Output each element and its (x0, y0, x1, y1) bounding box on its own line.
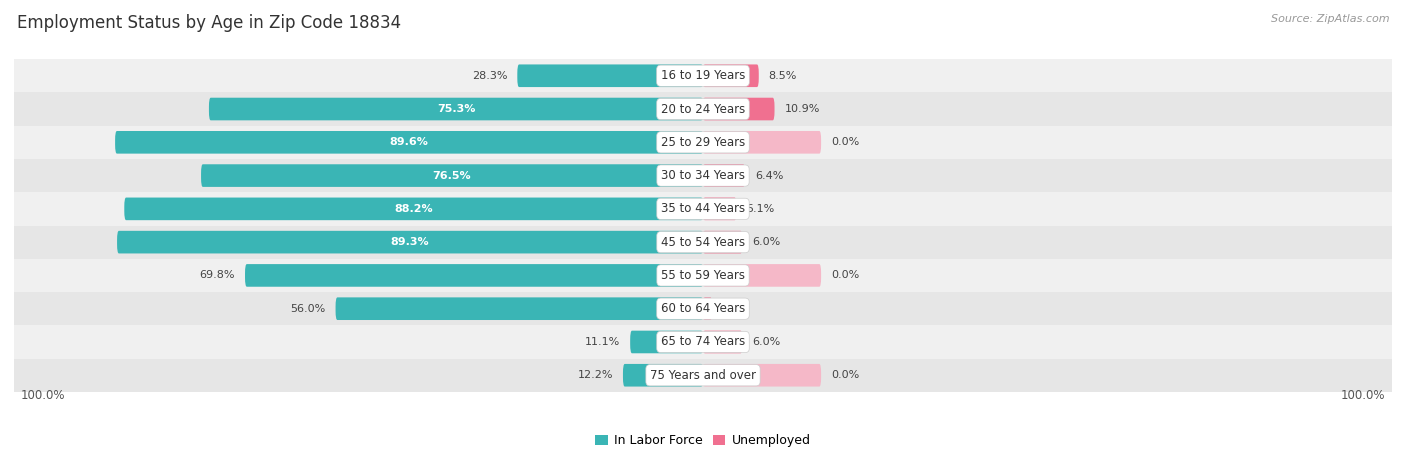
FancyBboxPatch shape (124, 198, 703, 220)
Bar (14, 59, 1392, 92)
Text: 20 to 24 Years: 20 to 24 Years (661, 102, 745, 115)
Bar (14, 259, 1392, 292)
Text: 12.2%: 12.2% (578, 370, 613, 380)
Text: 28.3%: 28.3% (472, 71, 508, 81)
Text: 65 to 74 Years: 65 to 74 Years (661, 336, 745, 349)
FancyBboxPatch shape (703, 64, 759, 87)
Bar (14, 126, 1392, 159)
Text: 10.9%: 10.9% (785, 104, 820, 114)
Bar (14, 92, 1392, 126)
Text: 0.0%: 0.0% (831, 370, 859, 380)
Text: 45 to 54 Years: 45 to 54 Years (661, 235, 745, 249)
FancyBboxPatch shape (703, 331, 742, 353)
Text: 60 to 64 Years: 60 to 64 Years (661, 302, 745, 315)
Text: 100.0%: 100.0% (1341, 389, 1385, 402)
Text: Employment Status by Age in Zip Code 18834: Employment Status by Age in Zip Code 188… (17, 14, 401, 32)
FancyBboxPatch shape (209, 98, 703, 120)
FancyBboxPatch shape (703, 364, 821, 387)
FancyBboxPatch shape (703, 131, 821, 154)
Text: Source: ZipAtlas.com: Source: ZipAtlas.com (1271, 14, 1389, 23)
Text: 69.8%: 69.8% (200, 271, 235, 281)
Text: 1.4%: 1.4% (723, 304, 751, 314)
FancyBboxPatch shape (336, 297, 703, 320)
FancyBboxPatch shape (703, 297, 713, 320)
Text: 30 to 34 Years: 30 to 34 Years (661, 169, 745, 182)
Text: 25 to 29 Years: 25 to 29 Years (661, 136, 745, 149)
Text: 5.1%: 5.1% (747, 204, 775, 214)
Text: 75.3%: 75.3% (437, 104, 475, 114)
Text: 89.6%: 89.6% (389, 137, 429, 147)
FancyBboxPatch shape (703, 198, 737, 220)
FancyBboxPatch shape (703, 164, 745, 187)
Text: 100.0%: 100.0% (21, 389, 65, 402)
Text: 75 Years and over: 75 Years and over (650, 369, 756, 382)
FancyBboxPatch shape (703, 98, 775, 120)
FancyBboxPatch shape (115, 131, 703, 154)
Text: 0.0%: 0.0% (831, 271, 859, 281)
Bar (14, 159, 1392, 192)
Text: 89.3%: 89.3% (391, 237, 429, 247)
Text: 6.0%: 6.0% (752, 237, 780, 247)
Text: 35 to 44 Years: 35 to 44 Years (661, 202, 745, 216)
FancyBboxPatch shape (630, 331, 703, 353)
FancyBboxPatch shape (517, 64, 703, 87)
FancyBboxPatch shape (623, 364, 703, 387)
Bar (14, 292, 1392, 325)
FancyBboxPatch shape (245, 264, 703, 287)
FancyBboxPatch shape (201, 164, 703, 187)
FancyBboxPatch shape (703, 264, 821, 287)
Bar (14, 226, 1392, 259)
Text: 76.5%: 76.5% (433, 170, 471, 180)
Bar (14, 192, 1392, 226)
Text: 6.4%: 6.4% (755, 170, 783, 180)
FancyBboxPatch shape (117, 231, 703, 253)
Legend: In Labor Force, Unemployed: In Labor Force, Unemployed (591, 429, 815, 451)
Text: 8.5%: 8.5% (769, 71, 797, 81)
Text: 0.0%: 0.0% (831, 137, 859, 147)
Text: 16 to 19 Years: 16 to 19 Years (661, 69, 745, 82)
FancyBboxPatch shape (703, 231, 742, 253)
Text: 88.2%: 88.2% (394, 204, 433, 214)
Text: 56.0%: 56.0% (291, 304, 326, 314)
Text: 55 to 59 Years: 55 to 59 Years (661, 269, 745, 282)
Bar (14, 359, 1392, 392)
Text: 6.0%: 6.0% (752, 337, 780, 347)
Bar (14, 325, 1392, 359)
Text: 11.1%: 11.1% (585, 337, 620, 347)
